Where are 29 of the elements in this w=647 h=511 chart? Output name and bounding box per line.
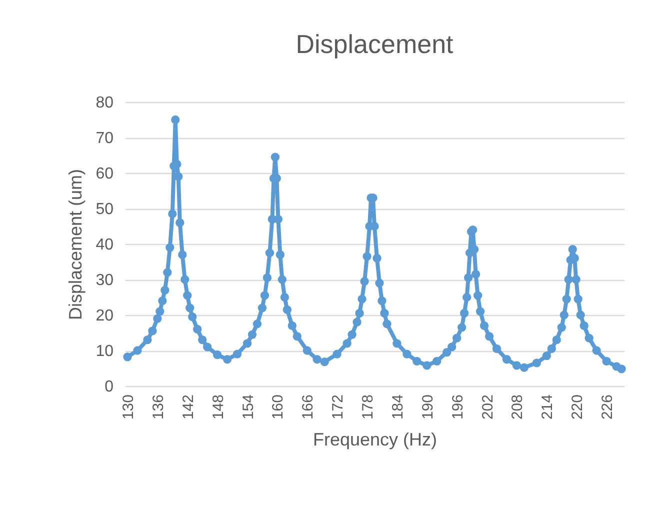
x-tick-label: 172 [330,394,347,420]
y-tick-label: 70 [96,130,114,147]
x-tick-label: 196 [449,394,466,420]
y-tick-label: 40 [96,236,114,254]
y-tick-label: 20 [96,308,114,324]
x-tick-label: 226 [599,394,616,420]
x-tick-label: 220 [569,394,586,420]
y-tick-label: 80 [96,94,114,112]
x-tick-label: 130 [120,394,137,420]
y-tick-label: 50 [96,201,114,218]
x-tick-label: 202 [479,394,496,420]
x-tick-label: 142 [180,394,197,420]
x-tick-label: 148 [210,394,227,420]
x-tick-label: 214 [539,394,556,420]
chart-title: Displacement [296,29,454,59]
x-tick-label: 178 [360,394,377,420]
x-tick-label: 136 [150,394,167,420]
y-tick-label: 10 [96,343,114,360]
y-tick-label: 0 [104,378,114,396]
y-tick-label: 60 [96,166,114,182]
y-axis-title: Displacement (um) [66,168,86,320]
x-tick-label: 208 [509,394,526,420]
x-tick-label: 166 [300,394,317,420]
x-tick-label: 190 [419,394,436,420]
x-tick-label: 184 [389,394,406,420]
x-tick-label: 160 [270,394,287,420]
y-tick-label: 30 [96,272,114,289]
x-axis-title: Frequency (Hz) [312,430,438,450]
x-tick-label: 154 [240,394,257,420]
